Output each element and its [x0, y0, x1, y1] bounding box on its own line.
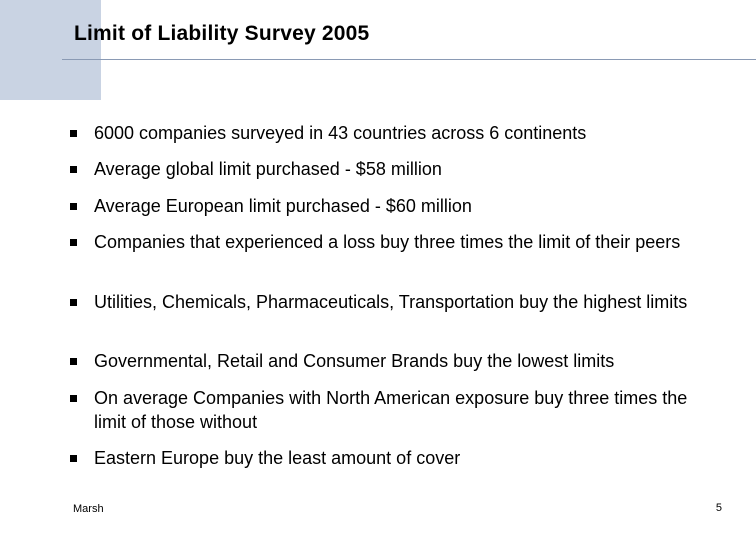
bullet-marker — [70, 203, 77, 210]
bullet-text: Average European limit purchased - $60 m… — [94, 196, 472, 216]
footer-brand: Marsh — [73, 503, 104, 515]
bullet-marker — [70, 395, 77, 402]
bullet-marker — [70, 166, 77, 173]
bullet-text: Utilities, Chemicals, Pharmaceuticals, T… — [94, 292, 688, 312]
bullet-marker — [70, 239, 77, 246]
bullet-text: On average Companies with North American… — [94, 388, 688, 432]
bullet-marker — [70, 130, 77, 137]
bullet-text: Companies that experienced a loss buy th… — [94, 232, 681, 252]
bullet-text: Eastern Europe buy the least amount of c… — [94, 448, 461, 468]
bullet-list: 6000 companies surveyed in 43 countries … — [70, 0, 730, 540]
bullet-marker — [70, 455, 77, 462]
bullet-marker — [70, 299, 77, 306]
page-number: 5 — [715, 502, 722, 514]
bullet-marker — [70, 358, 77, 365]
slide-title: Limit of Liability Survey 2005 — [74, 22, 370, 45]
header-accent-block — [0, 0, 101, 100]
bullet-text: 6000 companies surveyed in 43 countries … — [94, 123, 587, 143]
bullet-text: Governmental, Retail and Consumer Brands… — [94, 351, 615, 371]
title-divider — [62, 59, 756, 60]
bullet-text: Average global limit purchased - $58 mil… — [94, 159, 442, 179]
